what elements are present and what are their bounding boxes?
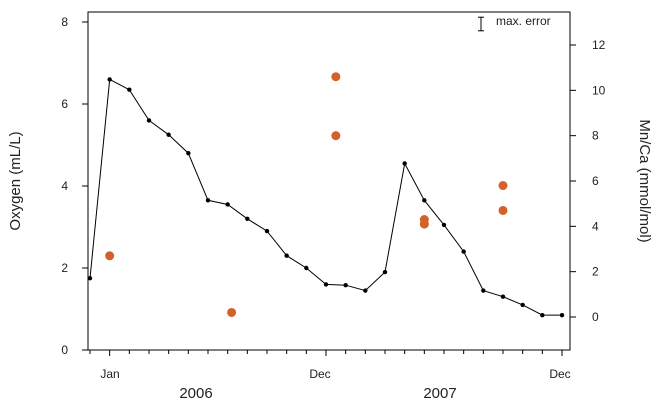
mnca-point [498,181,508,191]
oxygen-point [304,265,309,271]
mnca-point [498,205,508,215]
x-tick-label-dec-2007: Dec [549,367,570,381]
x-tick-label-dec-2006: Dec [309,367,330,381]
legend-label-max-error: max. error [496,14,551,28]
oxygen-point [540,312,545,318]
right-y-tick-label: 0 [592,310,599,324]
oxygen-point [127,87,132,92]
oxygen-point [225,202,230,207]
oxygen-point [402,161,407,166]
year-label-2007: 2007 [423,385,456,402]
oxygen-point [520,302,525,308]
right-y-tick-label: 10 [592,83,606,97]
right-y-tick-label: 6 [592,174,599,188]
left-y-tick-label: 0 [61,343,68,357]
oxygen-point [323,282,329,287]
oxygen-point [343,283,348,288]
left-y-tick-label: 4 [61,179,68,193]
max-error-bar-icon [478,16,484,32]
left-y-tick-label: 2 [61,261,68,275]
right-y-axis: 0 2 4 6 8 10 12 [570,38,606,324]
left-y-tick-label: 8 [61,15,68,29]
oxygen-point [481,288,486,293]
oxygen-line [89,78,562,316]
oxygen-point [166,132,171,137]
series-mnca [105,72,508,317]
oxygen-point [186,151,191,156]
mnca-point [331,131,341,141]
oxygen-point [363,288,368,293]
oxygen-point [284,253,289,258]
left-axis-label: Oxygen (mL/L) [7,131,24,230]
x-tick-label-jan: Jan [100,367,119,381]
plot-frame [87,11,571,351]
oxygen-point [87,276,93,281]
right-y-tick-label: 4 [592,219,599,233]
series-oxygen [87,77,565,318]
left-y-tick-label: 6 [61,97,68,111]
oxygen-point [264,228,270,234]
oxygen-point [107,77,112,82]
oxygen-point [382,269,388,275]
oxygen-point [461,249,466,254]
mnca-point [419,219,429,229]
mnca-point [331,72,341,82]
x-axis [89,350,563,356]
left-y-axis: 0 2 4 6 8 [61,15,88,357]
legend: max. error [478,14,551,32]
right-axis-label: Mn/Ca (mmol/mol) [636,119,653,242]
mnca-point [105,251,115,261]
right-y-tick-label: 2 [592,265,599,279]
oxygen-point [500,294,506,299]
oxygen-point [422,198,427,203]
right-y-tick-label: 12 [592,38,606,52]
oxygen-point [441,222,447,228]
oxygen-point [205,198,211,203]
oxygen-point [245,216,250,221]
oxygen-point [559,312,565,318]
right-y-tick-label: 8 [592,129,599,143]
oxygen-point [146,118,152,123]
year-label-2006: 2006 [179,385,212,402]
mnca-point [227,307,237,317]
